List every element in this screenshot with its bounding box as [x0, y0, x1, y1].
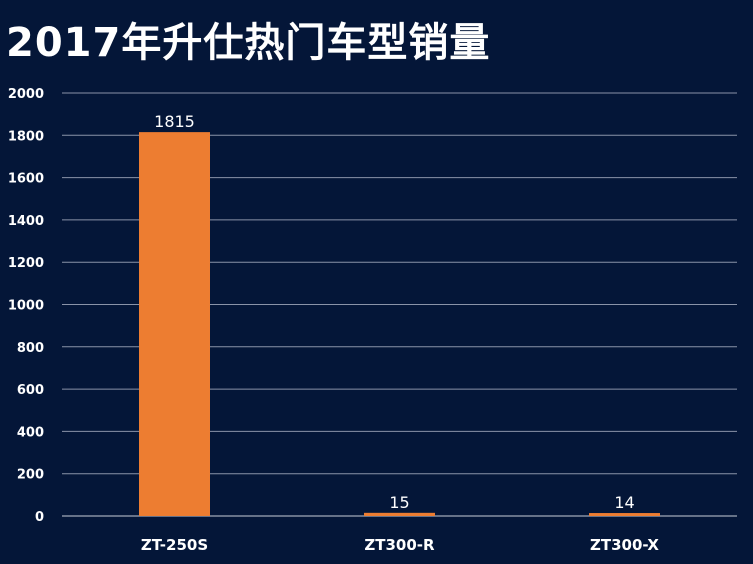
- data-label: 14: [614, 493, 634, 512]
- bar: [589, 513, 660, 516]
- y-axis-ticks: 0 200 400 600 800 1000 1200 1400 1600 1800 2000: [8, 87, 44, 525]
- y-tick-label: 400: [17, 425, 44, 440]
- bar: [364, 512, 435, 516]
- y-tick-label: 600: [17, 383, 44, 398]
- y-tick-label: 1000: [8, 299, 44, 314]
- x-category-label: ZT300-X: [590, 536, 659, 554]
- x-category-label: ZT300-R: [364, 536, 435, 554]
- x-category-label: ZT-250S: [141, 536, 208, 554]
- y-tick-label: 1200: [8, 256, 44, 271]
- y-tick-label: 200: [17, 468, 44, 483]
- bar: [139, 132, 210, 516]
- x-axis-categories: ZT-250S ZT300-R ZT300-X: [141, 536, 660, 554]
- data-labels: 1815 15 14: [154, 112, 635, 512]
- y-tick-label: 2000: [8, 87, 44, 102]
- chart-title: 2017年升仕热门车型销量: [6, 20, 491, 66]
- y-tick-label: 1400: [8, 214, 44, 229]
- data-label: 1815: [154, 112, 195, 131]
- data-label: 15: [389, 493, 409, 512]
- bars: [139, 132, 660, 516]
- y-tick-label: 1600: [8, 172, 44, 187]
- y-tick-label: 1800: [8, 129, 44, 144]
- y-tick-label: 0: [35, 510, 44, 525]
- y-tick-label: 800: [17, 341, 44, 356]
